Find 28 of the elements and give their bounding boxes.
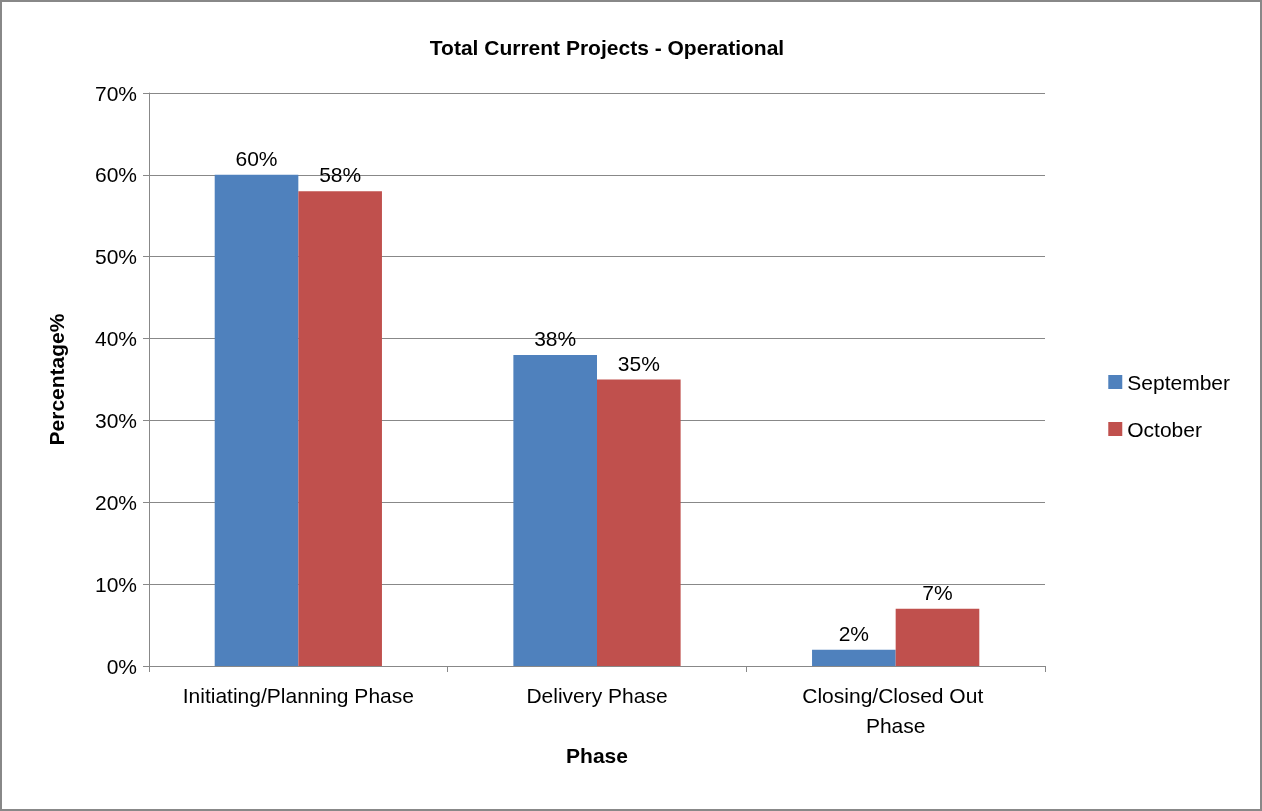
x-axis-title: Phase [566, 743, 628, 767]
y-tick-label: 0% [106, 654, 137, 678]
bar [214, 174, 299, 666]
data-label: 38% [534, 326, 577, 350]
legend-label: October [1127, 417, 1202, 441]
data-label: 35% [617, 351, 660, 375]
y-tick-label: 70% [94, 81, 137, 105]
data-label: 60% [235, 146, 278, 170]
y-tick-label: 20% [94, 490, 137, 514]
data-label: 7% [922, 580, 953, 604]
bar [597, 379, 681, 666]
y-tick-label: 10% [94, 572, 137, 596]
x-tick-label: Initiating/Planning Phase [182, 683, 414, 707]
y-axis-title: Percentage% [45, 313, 68, 446]
y-tick-label: 30% [94, 408, 137, 432]
x-tick-label: Delivery Phase [526, 683, 668, 707]
data-label: 2% [838, 621, 870, 645]
y-tick-label: 50% [94, 245, 137, 269]
x-tick-label: Closing/Closed Out Phase [802, 683, 990, 737]
bar [298, 191, 382, 666]
bar [812, 649, 896, 666]
y-tick-label: 60% [94, 163, 137, 187]
data-label: 58% [319, 163, 362, 187]
bar [513, 354, 597, 666]
chart-title: Total Current Projects - Operational [429, 36, 785, 59]
bar [895, 608, 980, 666]
y-tick-label: 40% [94, 327, 137, 351]
legend-label: September [1127, 370, 1231, 394]
